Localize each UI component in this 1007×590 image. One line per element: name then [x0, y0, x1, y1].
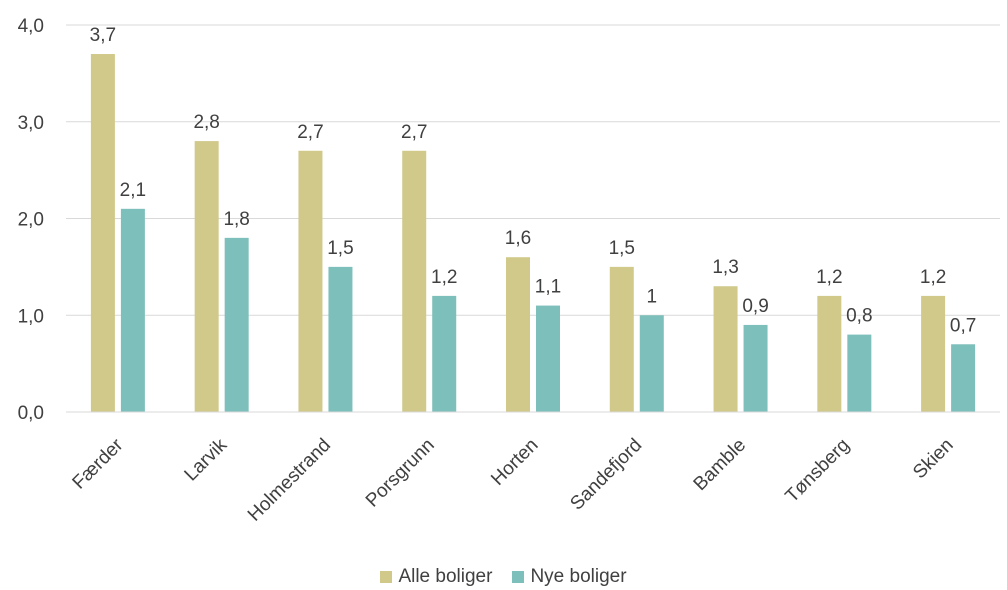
y-axis-ticks: 0,0 1,0 2,0 3,0 4,0	[18, 16, 44, 424]
data-label-alle-boliger: 2,8	[193, 112, 219, 133]
data-label-nye-boliger: 1,8	[223, 209, 249, 230]
category-label: Skien	[909, 435, 957, 483]
category-label: Sandefjord	[566, 435, 646, 515]
data-label-nye-boliger: 1,1	[535, 277, 561, 298]
category-labels: Færder Larvik Holmestrand Porsgrunn Horten Sa…	[69, 434, 958, 525]
bar-alle-boliger	[817, 295, 842, 412]
data-label-alle-boliger: 1,2	[920, 267, 946, 288]
bar-nye-boliger	[536, 305, 560, 412]
legend-swatch-alle-boliger	[380, 571, 393, 583]
data-label-alle-boliger: 1,3	[712, 257, 738, 278]
category-label: Bamble	[690, 435, 750, 495]
bar-alle-boliger	[194, 141, 219, 412]
data-label-nye-boliger: 0,9	[742, 296, 768, 317]
data-label-alle-boliger: 1,5	[609, 238, 635, 259]
bar-nye-boliger	[328, 266, 353, 412]
data-label-alle-boliger: 1,2	[816, 267, 842, 288]
category-label: Larvik	[181, 434, 232, 485]
y-tick-label: 4,0	[18, 16, 44, 37]
bar-alle-boliger	[921, 295, 946, 412]
category-label: Holmestrand	[244, 435, 335, 526]
category-label: Horten	[487, 435, 542, 490]
bar-nye-boliger	[432, 295, 457, 412]
bar-alle-boliger	[506, 257, 530, 412]
bar-nye-boliger	[120, 208, 145, 412]
category-label: Tønsberg	[782, 435, 854, 507]
legend: Alle boliger Nye boliger	[0, 566, 1007, 588]
bar-alle-boliger	[298, 150, 323, 412]
bar-nye-boliger	[639, 315, 664, 412]
data-label-alle-boliger: 2,7	[401, 122, 427, 143]
legend-item-nye-boliger: Nye boliger	[512, 566, 627, 588]
data-label-nye-boliger: 0,8	[846, 306, 872, 327]
legend-item-alle-boliger: Alle boliger	[380, 566, 492, 588]
data-label-alle-boliger: 1,6	[505, 228, 531, 249]
gridlines	[66, 24, 1000, 316]
data-label-nye-boliger: 1,2	[431, 267, 457, 288]
y-tick-label: 0,0	[18, 403, 44, 424]
data-label-nye-boliger: 2,1	[120, 180, 146, 201]
bar-alle-boliger	[609, 266, 634, 412]
y-tick-label: 2,0	[18, 210, 44, 231]
category-label: Porsgrunn	[362, 435, 439, 512]
y-tick-label: 3,0	[18, 113, 44, 134]
legend-label-alle-boliger: Alle boliger	[398, 566, 493, 587]
bars	[90, 54, 976, 413]
data-label-alle-boliger: 3,7	[90, 25, 116, 46]
bar-alle-boliger	[402, 150, 427, 412]
bar-alle-boliger	[90, 54, 115, 413]
bar-alle-boliger	[713, 286, 738, 412]
data-label-nye-boliger: 1,5	[327, 238, 353, 259]
data-label-alle-boliger: 2,7	[297, 122, 323, 143]
category-label: Færder	[69, 434, 128, 493]
data-labels: 3,7 2,1 2,8 1,8 2,7 1,5 2,7 1,2 1,6 1,1 1,5 1 1,30,9…	[90, 25, 977, 336]
y-tick-label: 1,0	[18, 306, 44, 327]
bar-nye-boliger	[951, 344, 976, 412]
bar-nye-boliger	[224, 237, 249, 412]
legend-label-nye-boliger: Nye boliger	[530, 566, 627, 587]
bar-nye-boliger	[743, 324, 768, 412]
data-label-nye-boliger: 1	[646, 286, 657, 307]
legend-swatch-nye-boliger	[512, 571, 525, 583]
bar-nye-boliger	[847, 334, 872, 412]
data-label-nye-boliger: 0,7	[950, 315, 976, 336]
